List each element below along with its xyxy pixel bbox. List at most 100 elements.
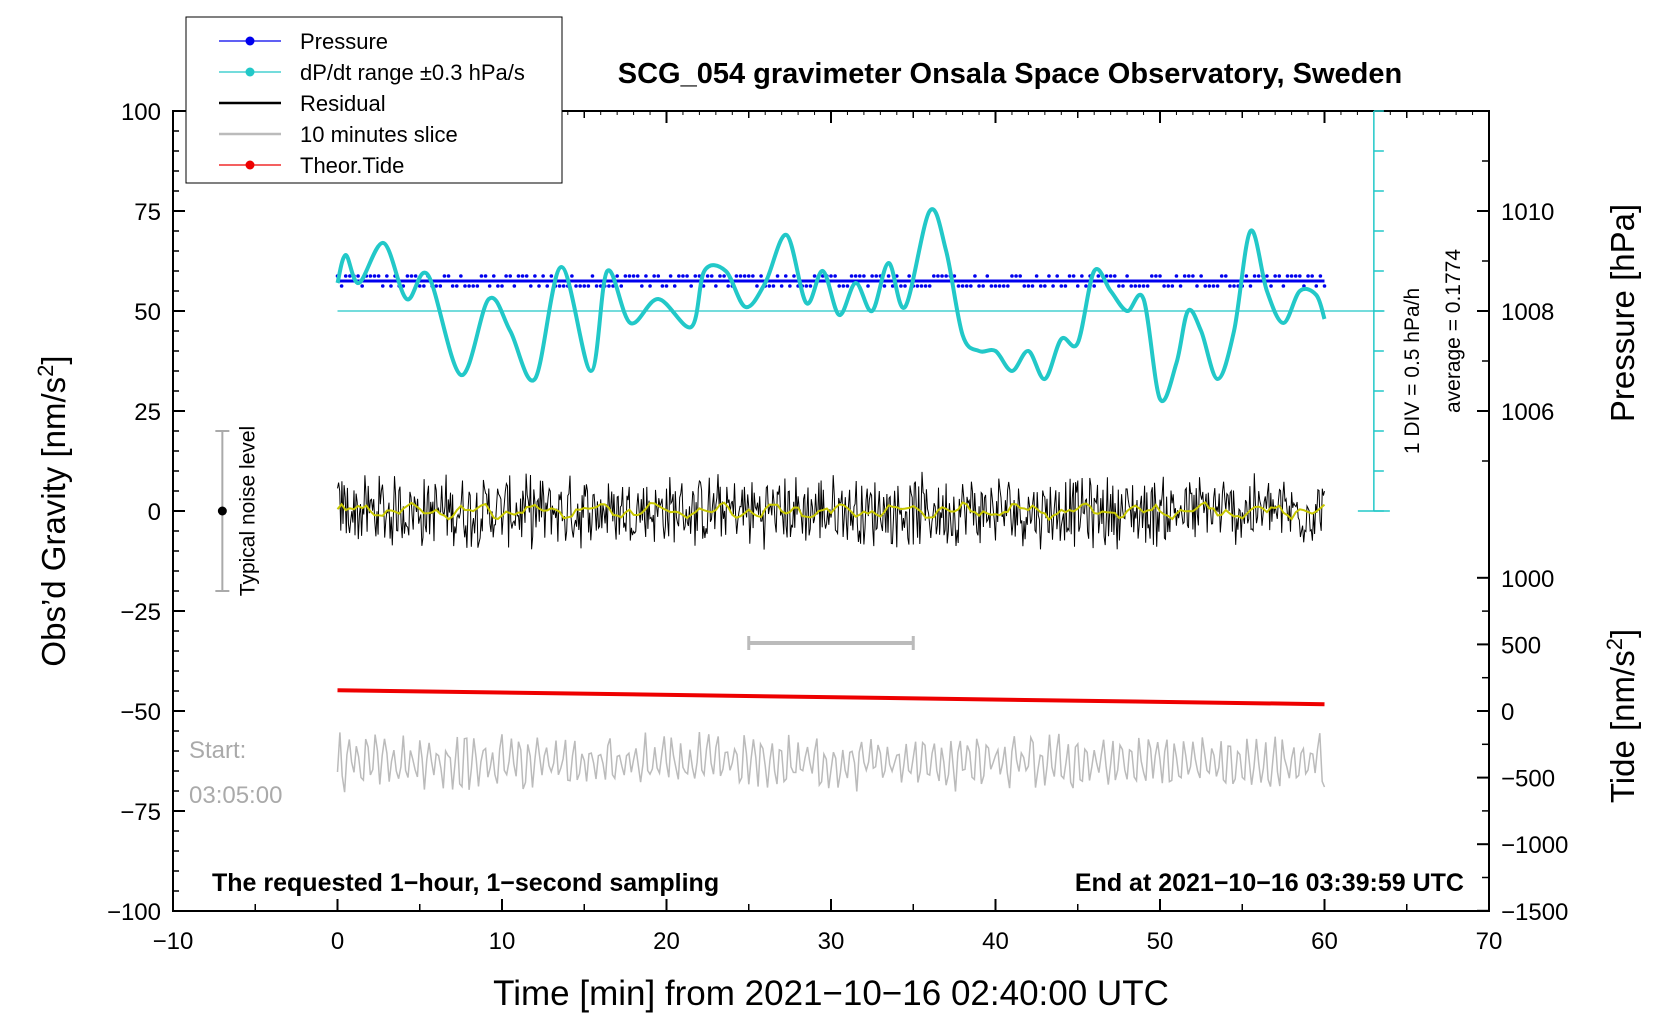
legend-label: Pressure xyxy=(300,29,388,54)
pressure-point xyxy=(1080,274,1084,278)
y-tick-label: 50 xyxy=(134,299,161,326)
pressure-point xyxy=(1298,274,1302,278)
x-tick-label: 30 xyxy=(818,928,845,955)
pressure-point xyxy=(475,284,480,288)
pressure-point xyxy=(574,284,578,288)
slice-line xyxy=(336,731,1326,793)
pressure-point xyxy=(1055,274,1059,278)
pressure-point xyxy=(405,274,410,278)
pressure-point xyxy=(927,284,932,288)
pressure-point xyxy=(1256,274,1261,278)
legend-marker xyxy=(245,36,255,46)
pressure-point xyxy=(771,284,776,288)
tide-tick-label: −1000 xyxy=(1501,832,1568,859)
pressure-point xyxy=(1265,274,1269,278)
pressure-point xyxy=(652,274,656,278)
pressure-point xyxy=(1006,284,1010,288)
pressure-point xyxy=(886,274,891,278)
pressure-point xyxy=(570,274,574,278)
pressure-point xyxy=(956,284,961,288)
pressure-point xyxy=(1067,274,1072,278)
legend-marker xyxy=(245,67,255,77)
pressure-point xyxy=(594,284,599,288)
legend-label: dP/dt range ±0.3 hPa/s xyxy=(300,60,525,85)
legend: Pressure dP/dt range ±0.3 hPa/s Residual 10… xyxy=(185,16,563,184)
pressure-point xyxy=(1166,284,1171,288)
pressure-point xyxy=(738,274,743,278)
pressure-point xyxy=(1010,274,1014,278)
pressure-point xyxy=(742,274,747,278)
pressure-point xyxy=(1228,284,1232,288)
pressure-point xyxy=(1043,284,1047,288)
pressure-point xyxy=(705,274,710,278)
pressure-point xyxy=(1232,284,1236,288)
dpdt-line xyxy=(335,207,1327,404)
chart-title: SCG_054 gravimeter Onsala Space Observat… xyxy=(618,58,1402,90)
pressure-point xyxy=(648,284,652,288)
pressure-point xyxy=(1133,284,1138,288)
pressure-point xyxy=(759,274,763,278)
pressure-point xyxy=(932,274,936,278)
x-tick-label: 20 xyxy=(653,928,680,955)
pressure-point xyxy=(380,284,385,288)
pressure-point xyxy=(829,274,833,278)
pressure-point xyxy=(1195,284,1199,288)
pressure-point xyxy=(677,274,681,278)
pressure-point xyxy=(685,274,689,278)
y-tick-label: −100 xyxy=(107,899,161,926)
pressure-point xyxy=(1158,274,1162,278)
pressure-point xyxy=(751,274,755,278)
pressure-point xyxy=(903,284,907,288)
pressure-point xyxy=(454,284,459,288)
x-axis-label: Time [min] from 2021−10−16 02:40:00 UTC xyxy=(493,974,1169,1013)
y-tick-label: 25 xyxy=(134,399,161,426)
x-tick-label: 60 xyxy=(1311,928,1338,955)
pressure-point xyxy=(874,274,879,278)
footer-right: End at 2021−10−16 03:39:59 UTC xyxy=(1075,869,1464,897)
tide-tick-label: 1000 xyxy=(1501,566,1554,593)
pressure-point xyxy=(1034,274,1039,278)
pressure-point xyxy=(487,284,492,288)
pressure-point xyxy=(792,274,796,278)
y-tick-label: −50 xyxy=(120,699,161,726)
pressure-point xyxy=(1310,274,1314,278)
pressure-point xyxy=(808,284,813,288)
pressure-point xyxy=(746,274,751,278)
pressure-point xyxy=(356,274,360,278)
pressure-point xyxy=(849,274,854,278)
pressure-point xyxy=(960,284,965,288)
pressure-point xyxy=(1269,284,1273,288)
pressure-point xyxy=(1071,274,1076,278)
pressure-point xyxy=(607,284,611,288)
pressure-point xyxy=(582,284,587,288)
pressure-point xyxy=(899,284,903,288)
y-tick-label: −25 xyxy=(120,599,161,626)
pressure-point xyxy=(862,274,866,278)
scale-average-label: average = 0.1774 xyxy=(1442,249,1465,413)
pressure-point xyxy=(857,274,862,278)
pressure-point xyxy=(631,274,636,278)
pressure-point xyxy=(1112,274,1117,278)
annotations: Typical noise level xyxy=(215,426,915,650)
pressure-point xyxy=(368,274,373,278)
pressure-point xyxy=(537,284,541,288)
x-tick-label: 40 xyxy=(982,928,1009,955)
legend-label: Theor.Tide xyxy=(300,153,404,178)
pressure-point xyxy=(722,274,726,278)
start-time: 03:05:00 xyxy=(189,782,282,809)
pressure-point xyxy=(1018,274,1022,278)
pressure-point xyxy=(1215,284,1220,288)
noise-bar-center xyxy=(217,506,227,516)
pressure-point xyxy=(936,274,940,278)
residual-line xyxy=(337,471,1325,550)
pressure-point xyxy=(775,274,780,278)
pressure-point xyxy=(376,274,381,278)
pressure-tick-label: 1006 xyxy=(1501,399,1554,426)
pressure-point xyxy=(964,284,969,288)
pressure-point xyxy=(549,274,554,278)
series-layer xyxy=(335,207,1385,793)
pressure-point xyxy=(578,284,582,288)
gravity-axis-label: Obs’d Gravity [nm/s2] xyxy=(33,355,72,666)
pressure-point xyxy=(623,274,628,278)
